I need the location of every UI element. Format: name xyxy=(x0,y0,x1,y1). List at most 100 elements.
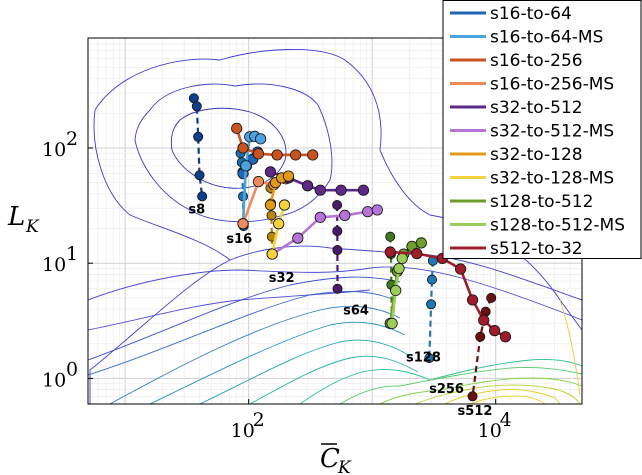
dashed-point-s64 xyxy=(332,199,343,210)
x-axis-label-text: C xyxy=(320,444,340,474)
dashed-point-s8 xyxy=(193,131,204,142)
legend-label: s128-to-512 xyxy=(490,192,593,212)
legend: s16-to-64 s16-to-64-MS s16-to-256 s16-to-25… xyxy=(442,0,642,259)
series-point-s32-to-128-MS xyxy=(273,218,285,230)
dashed-point-s32 xyxy=(266,210,277,221)
dashed-point-s512 xyxy=(467,391,478,402)
legend-label: s16-to-64-MS xyxy=(490,28,603,48)
y-tick-exponent: 1 xyxy=(66,243,78,265)
dashed-point-s64 xyxy=(332,245,343,256)
dashed-point-s64 xyxy=(332,283,343,294)
dashed-line-s512 xyxy=(471,297,493,397)
x-tick-label: 10 xyxy=(478,420,502,442)
group-label-s512: s512 xyxy=(458,404,493,419)
series-point-s16-to-256 xyxy=(271,149,283,161)
dashed-point-s128 xyxy=(385,231,396,242)
contour-level xyxy=(339,367,582,404)
series-point-s32-to-512-MS xyxy=(362,206,374,218)
series-point-s512-to-32 xyxy=(499,331,512,343)
contour-level xyxy=(170,107,287,189)
contour-level xyxy=(88,266,582,321)
series-point-s16-to-256 xyxy=(237,142,249,154)
series-point-s32-to-512-MS xyxy=(292,232,304,244)
legend-label: s32-to-128 xyxy=(490,145,583,165)
series-point-s32-to-128-MS xyxy=(278,199,291,211)
y-axis-label-text: L xyxy=(7,202,25,232)
series-point-s16-to-256 xyxy=(307,149,319,161)
x-tick-label: 10 xyxy=(231,420,255,442)
grid xyxy=(87,37,583,405)
contour-level xyxy=(444,389,561,404)
x-tick-exponent: 2 xyxy=(253,409,265,431)
data-series xyxy=(231,122,512,343)
y-axis-label: L K xyxy=(7,202,40,237)
series-point-s16-to-256 xyxy=(290,149,302,161)
legend-label: s128-to-512-MS xyxy=(490,216,625,236)
contour-level xyxy=(469,395,546,404)
series-point-s512-to-32 xyxy=(411,248,423,260)
series-point-s32-to-512 xyxy=(335,184,347,196)
y-tick-exponent: 0 xyxy=(66,358,78,380)
series-point-s512-to-32 xyxy=(384,246,396,258)
dashed-point-s256 xyxy=(426,274,437,285)
dashed-point-s256 xyxy=(424,353,435,364)
legend-label: s16-to-64 xyxy=(490,4,572,24)
series-point-s32-to-128 xyxy=(264,199,277,211)
contour-level xyxy=(149,321,406,404)
dashed-point-s8 xyxy=(197,191,208,202)
series-point-s32-to-128 xyxy=(282,170,295,182)
group-labels: s8 s16 s32 s64 s128 s256 s512 xyxy=(188,202,492,419)
group-label-s64: s64 xyxy=(343,303,369,318)
series-point-s512-to-32 xyxy=(466,294,479,306)
series-point-s32-to-128-MS xyxy=(266,248,278,260)
series-point-s512-to-32 xyxy=(488,325,501,337)
series-point-s16-to-256-MS xyxy=(237,218,249,230)
dashed-line-s128 xyxy=(389,236,393,324)
dashed-point-s512 xyxy=(486,292,497,303)
y-tick-label: 10 xyxy=(42,254,66,276)
legend-label: s32-to-128-MS xyxy=(490,169,614,189)
contour-level xyxy=(134,83,333,223)
y-tick-label: 10 xyxy=(42,139,66,161)
series-point-s32-to-512-MS xyxy=(339,209,351,221)
group-label-s256: s256 xyxy=(429,382,464,397)
group-label-s16: s16 xyxy=(226,232,252,247)
contour-level xyxy=(414,384,581,404)
legend-label: s512-to-32 xyxy=(490,239,583,259)
series-point-s512-to-32 xyxy=(455,263,467,275)
dashed-point-s8 xyxy=(191,101,202,112)
legend-label: s16-to-256 xyxy=(490,51,583,71)
series-point-s32-to-512-MS xyxy=(314,211,326,223)
y-tick-exponent: 2 xyxy=(66,128,78,150)
group-label-s8: s8 xyxy=(188,202,205,217)
series-point-s16-to-256-MS xyxy=(252,176,265,188)
contour-level xyxy=(379,377,582,404)
dashed-point-s8 xyxy=(194,170,205,181)
legend-label: s32-to-512 xyxy=(490,98,583,118)
dashed-line-s256 xyxy=(428,260,434,359)
contour-level xyxy=(88,289,371,331)
series-point-s512-to-32 xyxy=(478,314,490,326)
series-point-s32-to-512 xyxy=(264,166,277,178)
series-point-s16-to-64-MS xyxy=(240,160,252,172)
contour-level xyxy=(88,290,396,376)
contour-background xyxy=(88,49,582,404)
y-axis-label-subscript: K xyxy=(25,217,40,237)
x-tick-exponent: 4 xyxy=(500,409,512,431)
contour-level xyxy=(88,276,401,361)
series-point-s128-to-512-MS xyxy=(390,284,402,297)
contour-level xyxy=(249,355,419,404)
series-point-s128-to-512-MS xyxy=(386,317,398,330)
legend-label: s32-to-512-MS xyxy=(490,122,614,142)
x-ticks: 102 104 xyxy=(231,399,512,442)
group-label-s32: s32 xyxy=(269,271,295,286)
dashed-point-s512 xyxy=(475,331,486,342)
dashed-point-s256 xyxy=(426,299,437,310)
series-point-s32-to-512 xyxy=(314,184,326,196)
dashed-point-s64 xyxy=(332,226,343,237)
series-point-s128-to-512-MS xyxy=(393,262,405,275)
contour-level xyxy=(199,339,411,404)
series-point-s32-to-512-MS xyxy=(371,204,383,216)
contour-level xyxy=(559,299,581,396)
